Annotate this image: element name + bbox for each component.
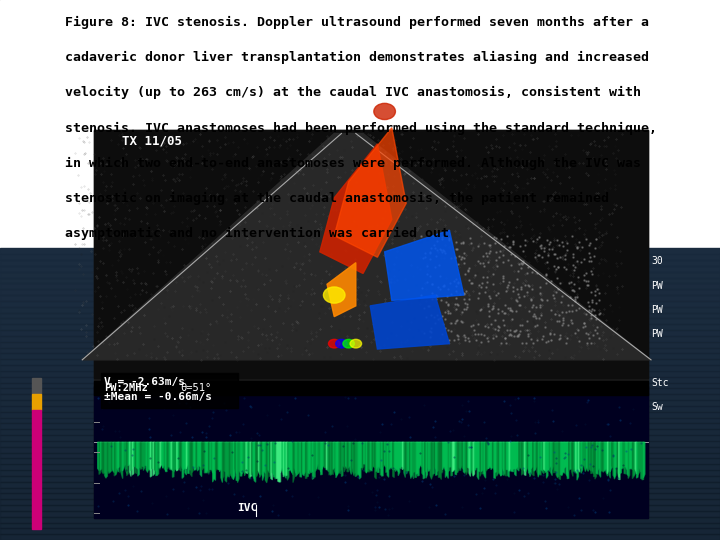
- Bar: [0, 453, 720, 458]
- Text: Sw: Sw: [652, 402, 663, 413]
- Circle shape: [323, 287, 345, 303]
- Text: velocity (up to 263 cm/s) at the caudal IVC anastomosis, consistent with: velocity (up to 263 cm/s) at the caudal …: [65, 86, 641, 99]
- Text: TX 11/05: TX 11/05: [122, 135, 182, 148]
- Text: Figure 8: IVC stenosis. Doppler ultrasound performed seven months after a: Figure 8: IVC stenosis. Doppler ultrasou…: [65, 16, 649, 29]
- Bar: [0, 365, 720, 371]
- Text: PW: PW: [652, 305, 663, 315]
- Bar: [32, 410, 41, 529]
- Circle shape: [350, 339, 361, 348]
- Bar: [0, 319, 720, 324]
- Bar: [0, 499, 720, 505]
- Bar: [0, 523, 720, 528]
- Bar: [0, 411, 720, 417]
- Bar: [0, 353, 720, 359]
- Text: stenostic on imaging at the caudal anastomosis, the patient remained: stenostic on imaging at the caudal anast…: [65, 192, 609, 205]
- Polygon shape: [370, 295, 449, 349]
- Bar: [0, 406, 720, 411]
- Bar: [0, 342, 720, 348]
- Bar: [0, 348, 720, 353]
- Text: 30: 30: [652, 256, 663, 267]
- Bar: [0, 278, 720, 284]
- Text: cA: cA: [652, 184, 663, 194]
- Text: PW:2MHz: PW:2MHz: [104, 383, 148, 393]
- Bar: [32, 394, 41, 410]
- Text: asymptomatic and no intervention was carried out: asymptomatic and no intervention was car…: [65, 227, 449, 240]
- Bar: [94, 381, 648, 395]
- Polygon shape: [320, 144, 392, 273]
- Text: Ge: Ge: [652, 208, 663, 218]
- Bar: [0, 307, 720, 313]
- Text: ±Mean = -0.66m/s: ±Mean = -0.66m/s: [104, 392, 212, 402]
- Bar: [0, 371, 720, 377]
- Bar: [0, 284, 720, 289]
- Bar: [0, 295, 720, 301]
- Bar: [0, 330, 720, 336]
- Bar: [0, 272, 720, 278]
- Text: H4: H4: [652, 159, 663, 170]
- Text: PW: PW: [652, 281, 663, 291]
- Bar: [0, 289, 720, 295]
- Bar: [0, 447, 720, 453]
- Bar: [0, 388, 720, 394]
- Bar: [0, 441, 720, 447]
- Bar: [0, 254, 720, 260]
- Bar: [0, 394, 720, 400]
- Polygon shape: [334, 127, 406, 257]
- Bar: [0, 377, 720, 382]
- Bar: [101, 373, 238, 408]
- Bar: [0, 470, 720, 476]
- Bar: [0, 517, 720, 523]
- Bar: [0, 324, 720, 330]
- Bar: [0, 476, 720, 482]
- Bar: [94, 386, 648, 518]
- Bar: [0, 313, 720, 319]
- Bar: [0, 482, 720, 488]
- Bar: [0, 417, 720, 423]
- Bar: [0, 336, 720, 342]
- Text: PW: PW: [652, 329, 663, 340]
- Bar: [0, 458, 720, 464]
- Circle shape: [328, 339, 340, 348]
- Bar: [32, 378, 41, 394]
- Text: in which two end-to-end anastomoses were performed. Although the IVC was: in which two end-to-end anastomoses were…: [65, 157, 641, 170]
- Bar: [0, 248, 720, 254]
- Bar: [94, 130, 648, 379]
- Bar: [0, 301, 720, 307]
- Text: stenosis. IVC anastomoses had been performed using the standard technique,: stenosis. IVC anastomoses had been perfo…: [65, 122, 657, 134]
- Text: IVC: IVC: [238, 503, 258, 513]
- Text: θ=51°: θ=51°: [180, 383, 211, 393]
- Text: V = -2.63m/s: V = -2.63m/s: [104, 377, 186, 387]
- Bar: [0, 248, 720, 540]
- Bar: [94, 130, 648, 518]
- Bar: [0, 488, 720, 494]
- Text: Stc: Stc: [652, 378, 669, 388]
- Bar: [0, 494, 720, 499]
- Circle shape: [336, 339, 347, 348]
- Polygon shape: [327, 262, 356, 316]
- Bar: [0, 505, 720, 511]
- Text: cadaveric donor liver transplantation demonstrates aliasing and increased: cadaveric donor liver transplantation de…: [65, 51, 649, 64]
- Polygon shape: [82, 133, 651, 360]
- Bar: [0, 429, 720, 435]
- Bar: [0, 266, 720, 272]
- Bar: [0, 435, 720, 441]
- Bar: [0, 359, 720, 365]
- Text: 4V: 4V: [652, 135, 663, 145]
- Circle shape: [374, 103, 395, 119]
- Circle shape: [343, 339, 354, 348]
- Bar: [0, 260, 720, 266]
- Bar: [0, 464, 720, 470]
- Polygon shape: [384, 230, 464, 300]
- Bar: [0, 400, 720, 406]
- Bar: [0, 423, 720, 429]
- Bar: [0, 0, 720, 248]
- Bar: [0, 528, 720, 534]
- Bar: [0, 534, 720, 540]
- Bar: [0, 511, 720, 517]
- Bar: [0, 382, 720, 388]
